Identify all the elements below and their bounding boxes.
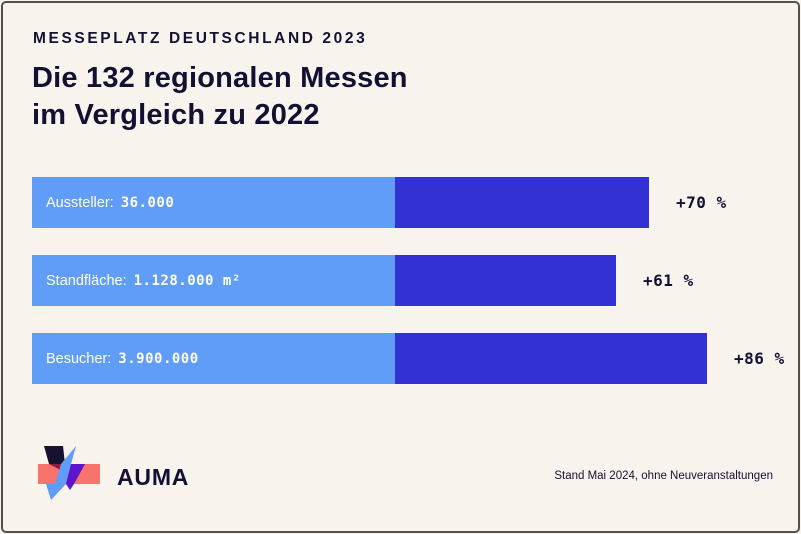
kicker-text: MESSEPLATZ DEUTSCHLAND 2023	[33, 30, 368, 47]
bar-base-segment: Besucher: 3.900.000	[32, 333, 395, 384]
page-title: Die 132 regionalen Messen im Vergleich z…	[32, 60, 408, 134]
bar-percent-label: +70 %	[676, 193, 727, 212]
bar-base-segment: Aussteller: 36.000	[32, 177, 395, 228]
bar-value: 36.000	[120, 194, 175, 211]
bar-value: 1.128.000 m²	[133, 272, 241, 289]
page-title-line-2: im Vergleich zu 2022	[32, 99, 320, 131]
bar-row-aussteller: Aussteller: 36.000 +70 %	[32, 177, 785, 228]
bar-row-standflaeche: Standfläche: 1.128.000 m² +61 %	[32, 255, 785, 306]
bar-increase-segment	[395, 333, 707, 384]
page-title-line-1: Die 132 regionalen Messen	[32, 62, 408, 94]
bar-row-besucher: Besucher: 3.900.000 +86 %	[32, 333, 785, 384]
source-note: Stand Mai 2024, ohne Neuveranstaltungen	[554, 470, 773, 482]
bar-label: Standfläche:	[46, 272, 127, 289]
bar-chart: Aussteller: 36.000 +70 % Standfläche: 1.…	[32, 177, 785, 411]
bar-percent-label: +86 %	[734, 349, 785, 368]
bar-increase-segment	[395, 177, 649, 228]
bar-label: Aussteller:	[46, 194, 114, 211]
auma-wordmark: AUMA	[117, 464, 190, 490]
bar-percent-label: +61 %	[643, 271, 694, 290]
bar-base-segment: Standfläche: 1.128.000 m²	[32, 255, 395, 306]
bar-label: Besucher:	[46, 350, 112, 367]
bar-value: 3.900.000	[118, 350, 199, 367]
auma-logo-icon	[38, 446, 100, 500]
bar-increase-segment	[395, 255, 616, 306]
